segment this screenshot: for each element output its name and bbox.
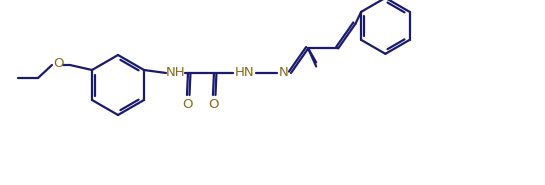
Text: HN: HN — [235, 65, 255, 78]
Text: O: O — [183, 97, 193, 110]
Text: O: O — [209, 97, 219, 110]
Text: NH: NH — [166, 65, 186, 78]
Text: N: N — [279, 65, 289, 78]
Text: O: O — [53, 56, 63, 70]
